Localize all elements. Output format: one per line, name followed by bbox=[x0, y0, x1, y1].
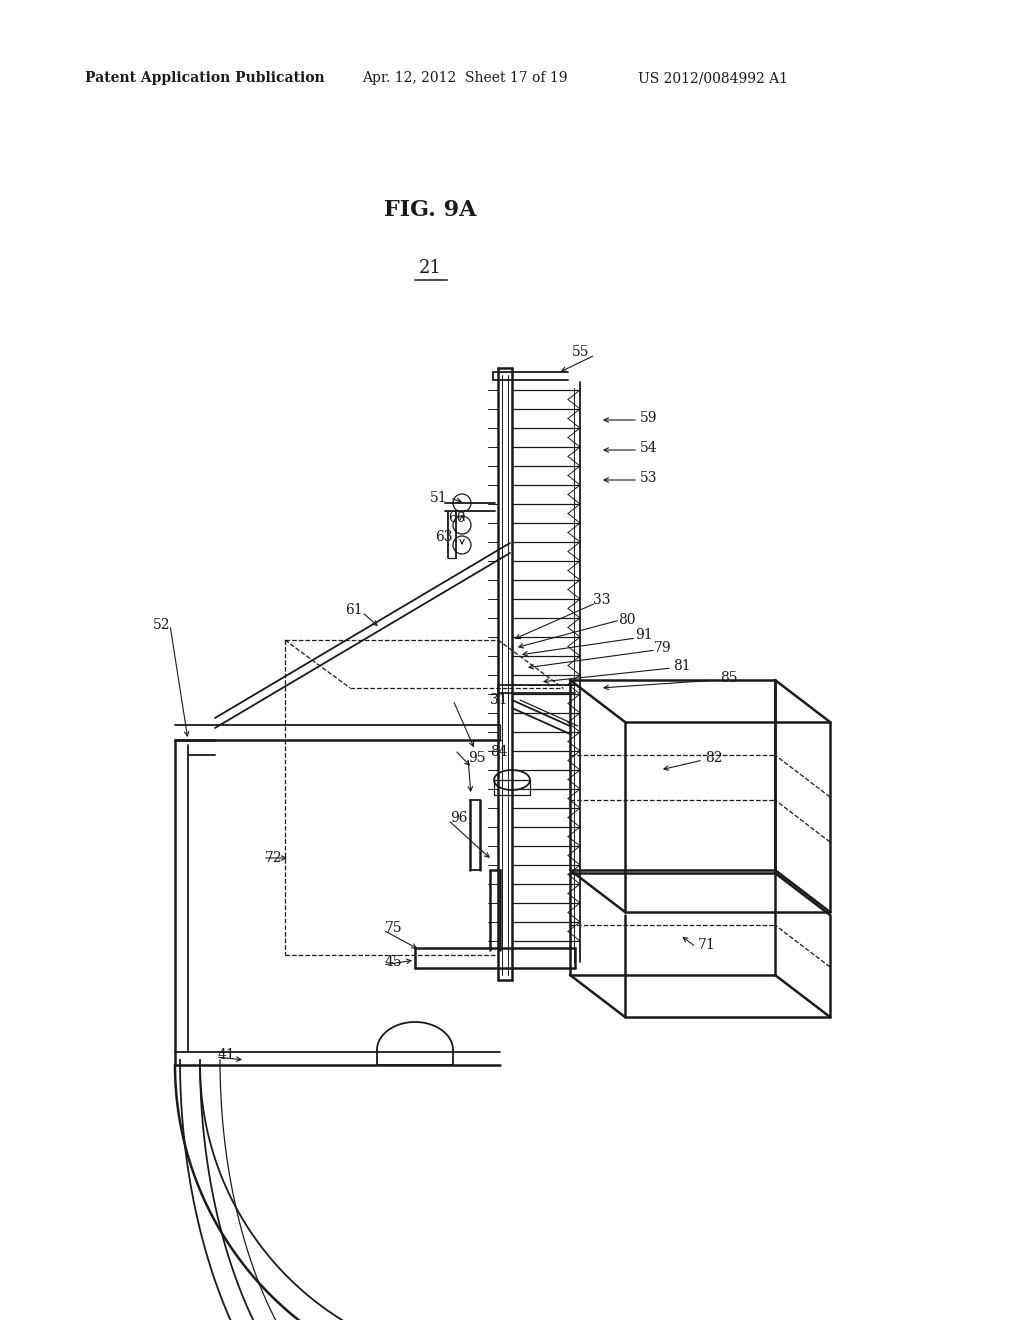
Text: 91: 91 bbox=[635, 628, 652, 642]
Text: 85: 85 bbox=[720, 671, 737, 685]
Text: 21: 21 bbox=[419, 259, 441, 277]
Text: Patent Application Publication: Patent Application Publication bbox=[85, 71, 325, 84]
Text: 96: 96 bbox=[450, 810, 468, 825]
Text: 55: 55 bbox=[572, 345, 590, 359]
Text: 45: 45 bbox=[385, 954, 402, 969]
Text: 31: 31 bbox=[490, 693, 508, 708]
Text: 60: 60 bbox=[449, 511, 466, 525]
Text: 51: 51 bbox=[430, 491, 447, 506]
Text: 53: 53 bbox=[640, 471, 657, 484]
Text: Apr. 12, 2012  Sheet 17 of 19: Apr. 12, 2012 Sheet 17 of 19 bbox=[362, 71, 567, 84]
Text: 79: 79 bbox=[654, 642, 672, 655]
Text: 82: 82 bbox=[705, 751, 723, 766]
Text: 33: 33 bbox=[593, 593, 610, 607]
Text: 81: 81 bbox=[673, 659, 690, 673]
Text: 54: 54 bbox=[640, 441, 657, 455]
Text: 72: 72 bbox=[265, 851, 283, 865]
Text: 95: 95 bbox=[468, 751, 485, 766]
Text: US 2012/0084992 A1: US 2012/0084992 A1 bbox=[638, 71, 788, 84]
Text: 71: 71 bbox=[698, 939, 716, 952]
Text: 75: 75 bbox=[385, 921, 402, 935]
Text: 61: 61 bbox=[345, 603, 362, 616]
Text: FIG. 9A: FIG. 9A bbox=[384, 199, 476, 220]
Text: 52: 52 bbox=[154, 618, 171, 632]
Text: 84: 84 bbox=[490, 744, 508, 759]
Text: 63: 63 bbox=[435, 531, 453, 544]
Text: 59: 59 bbox=[640, 411, 657, 425]
Text: 80: 80 bbox=[618, 612, 636, 627]
Text: 41: 41 bbox=[218, 1048, 236, 1063]
